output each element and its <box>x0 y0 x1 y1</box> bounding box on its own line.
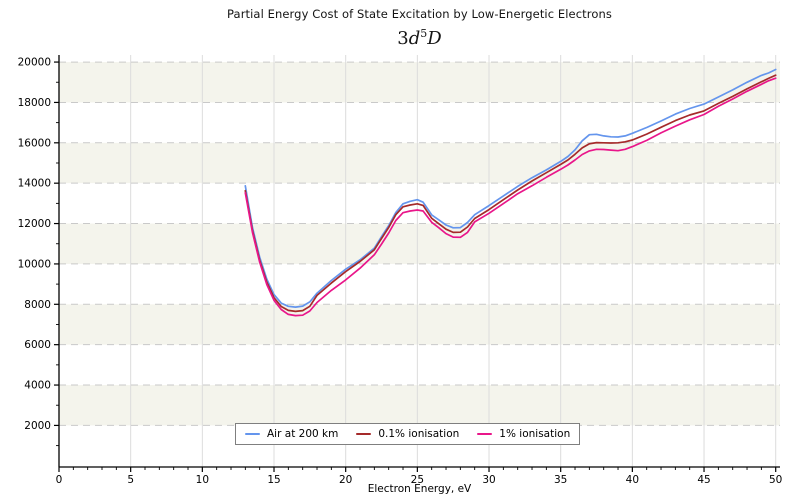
background-band <box>59 385 780 426</box>
y-tick-label: 14000 <box>18 178 51 190</box>
chart-subtitle: 3d5D <box>59 28 780 49</box>
background-band <box>59 62 780 103</box>
legend-label: Air at 200 km <box>267 428 339 440</box>
x-tick-label: 45 <box>697 474 710 486</box>
legend-line-marker <box>477 432 493 436</box>
background-band <box>59 223 780 264</box>
series-line-air-at-200-km <box>244 68 777 308</box>
background-band <box>59 304 780 345</box>
legend-line-marker <box>356 432 372 436</box>
y-tick-label: 16000 <box>18 137 51 149</box>
legend-line-marker <box>245 432 260 436</box>
legend-box: Air at 200 km 0.1% ionisation 1% ionisatio… <box>235 423 581 445</box>
x-tick-label: 20 <box>339 474 352 486</box>
x-tick-label: 0 <box>56 474 63 486</box>
legend-entry: 0.1% ionisation <box>356 428 459 440</box>
y-tick-label: 10000 <box>18 258 51 270</box>
chart-title: Partial Energy Cost of State Excitation … <box>227 7 612 21</box>
y-tick-label: 20000 <box>18 57 51 69</box>
x-tick-label: 15 <box>267 474 280 486</box>
y-tick-label: 6000 <box>24 339 51 351</box>
subtitle-orbital: d <box>408 28 421 49</box>
y-tick-label: 12000 <box>18 218 51 230</box>
x-tick-label: 25 <box>411 474 424 486</box>
subtitle-coefficient: 3 <box>397 28 409 49</box>
y-tick-label: 4000 <box>24 380 51 392</box>
legend-label: 0.1% ionisation <box>378 428 460 440</box>
x-tick-label: 50 <box>769 474 782 486</box>
x-tick-label: 40 <box>626 474 639 486</box>
subtitle-superscript: 5 <box>420 27 428 40</box>
legend-entry: 1% ionisation <box>477 428 570 440</box>
x-tick-label: 30 <box>482 474 495 486</box>
legend-label: 1% ionisation <box>499 428 571 440</box>
y-tick-label: 8000 <box>24 299 51 311</box>
series-line-0-1-ionisation <box>244 74 777 313</box>
background-band <box>59 142 780 184</box>
x-tick-label: 10 <box>196 474 209 486</box>
y-tick-label: 18000 <box>18 97 51 109</box>
x-tick-label: 5 <box>127 474 134 486</box>
y-tick-label: 2000 <box>24 420 51 432</box>
series-line-1-ionisation <box>244 77 777 317</box>
legend-entry: Air at 200 km <box>245 428 338 440</box>
x-tick-label: 35 <box>554 474 567 486</box>
subtitle-term: D <box>427 28 442 49</box>
x-axis-label: Electron Energy, eV <box>367 483 472 495</box>
